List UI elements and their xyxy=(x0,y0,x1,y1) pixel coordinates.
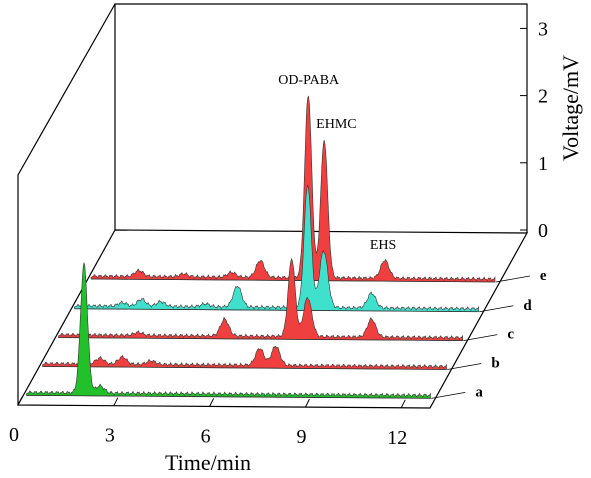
trace-b xyxy=(42,345,447,370)
trace-label-e: e xyxy=(540,268,547,284)
x-tick-mark xyxy=(209,398,215,407)
y-tick-label: 0 xyxy=(538,220,548,242)
trace-d xyxy=(74,184,479,313)
x-tick-mark xyxy=(304,398,310,408)
x-tick-label: 12 xyxy=(387,427,407,449)
back-wall xyxy=(114,3,528,233)
x-axis-title: Time/min xyxy=(165,450,251,475)
traces xyxy=(26,95,496,399)
trace-baseline-b xyxy=(42,366,447,370)
trace-label-d: d xyxy=(523,298,532,314)
x-tick-label: 6 xyxy=(201,425,211,447)
chart-frame xyxy=(16,3,529,409)
x-tick-mark xyxy=(113,397,119,406)
y-tick-label: 3 xyxy=(538,18,548,40)
trace-e xyxy=(90,95,496,283)
trace-label-b: b xyxy=(491,356,499,372)
floor-plane xyxy=(16,229,529,409)
trace-connector-e xyxy=(495,275,530,283)
trace-connector-a xyxy=(431,391,466,399)
trace-c xyxy=(58,257,463,341)
x-tick-label: 0 xyxy=(9,424,19,446)
trace-connector-d xyxy=(479,305,514,313)
x-tick-mark xyxy=(17,396,23,406)
trace-a xyxy=(26,261,431,399)
y-axis-title: Voltage/mV xyxy=(558,55,583,161)
peak-label-ehmc: EHMC xyxy=(316,117,356,132)
trace-baseline-c xyxy=(58,337,463,341)
trace-baseline-d xyxy=(74,308,479,313)
x-tick-label: 9 xyxy=(296,426,306,448)
y-axis: 0 1 2 3 xyxy=(520,18,548,242)
x-axis: 0 3 6 9 12 xyxy=(9,396,407,449)
trace-connector-b xyxy=(447,363,482,370)
x-tick-mark xyxy=(400,399,406,409)
peak-label-od-paba: OD-PABA xyxy=(278,73,340,88)
trace-label-c: c xyxy=(507,327,514,343)
peak-label-ehs: EHS xyxy=(370,238,396,253)
y-tick-label: 2 xyxy=(538,86,548,108)
trace-baseline-a xyxy=(26,394,431,399)
left-wall xyxy=(17,3,116,405)
y-tick-label: 1 xyxy=(538,153,548,175)
x-tick-label: 3 xyxy=(105,425,115,447)
trace-label-a: a xyxy=(475,384,483,400)
trace-connector-c xyxy=(463,334,498,342)
